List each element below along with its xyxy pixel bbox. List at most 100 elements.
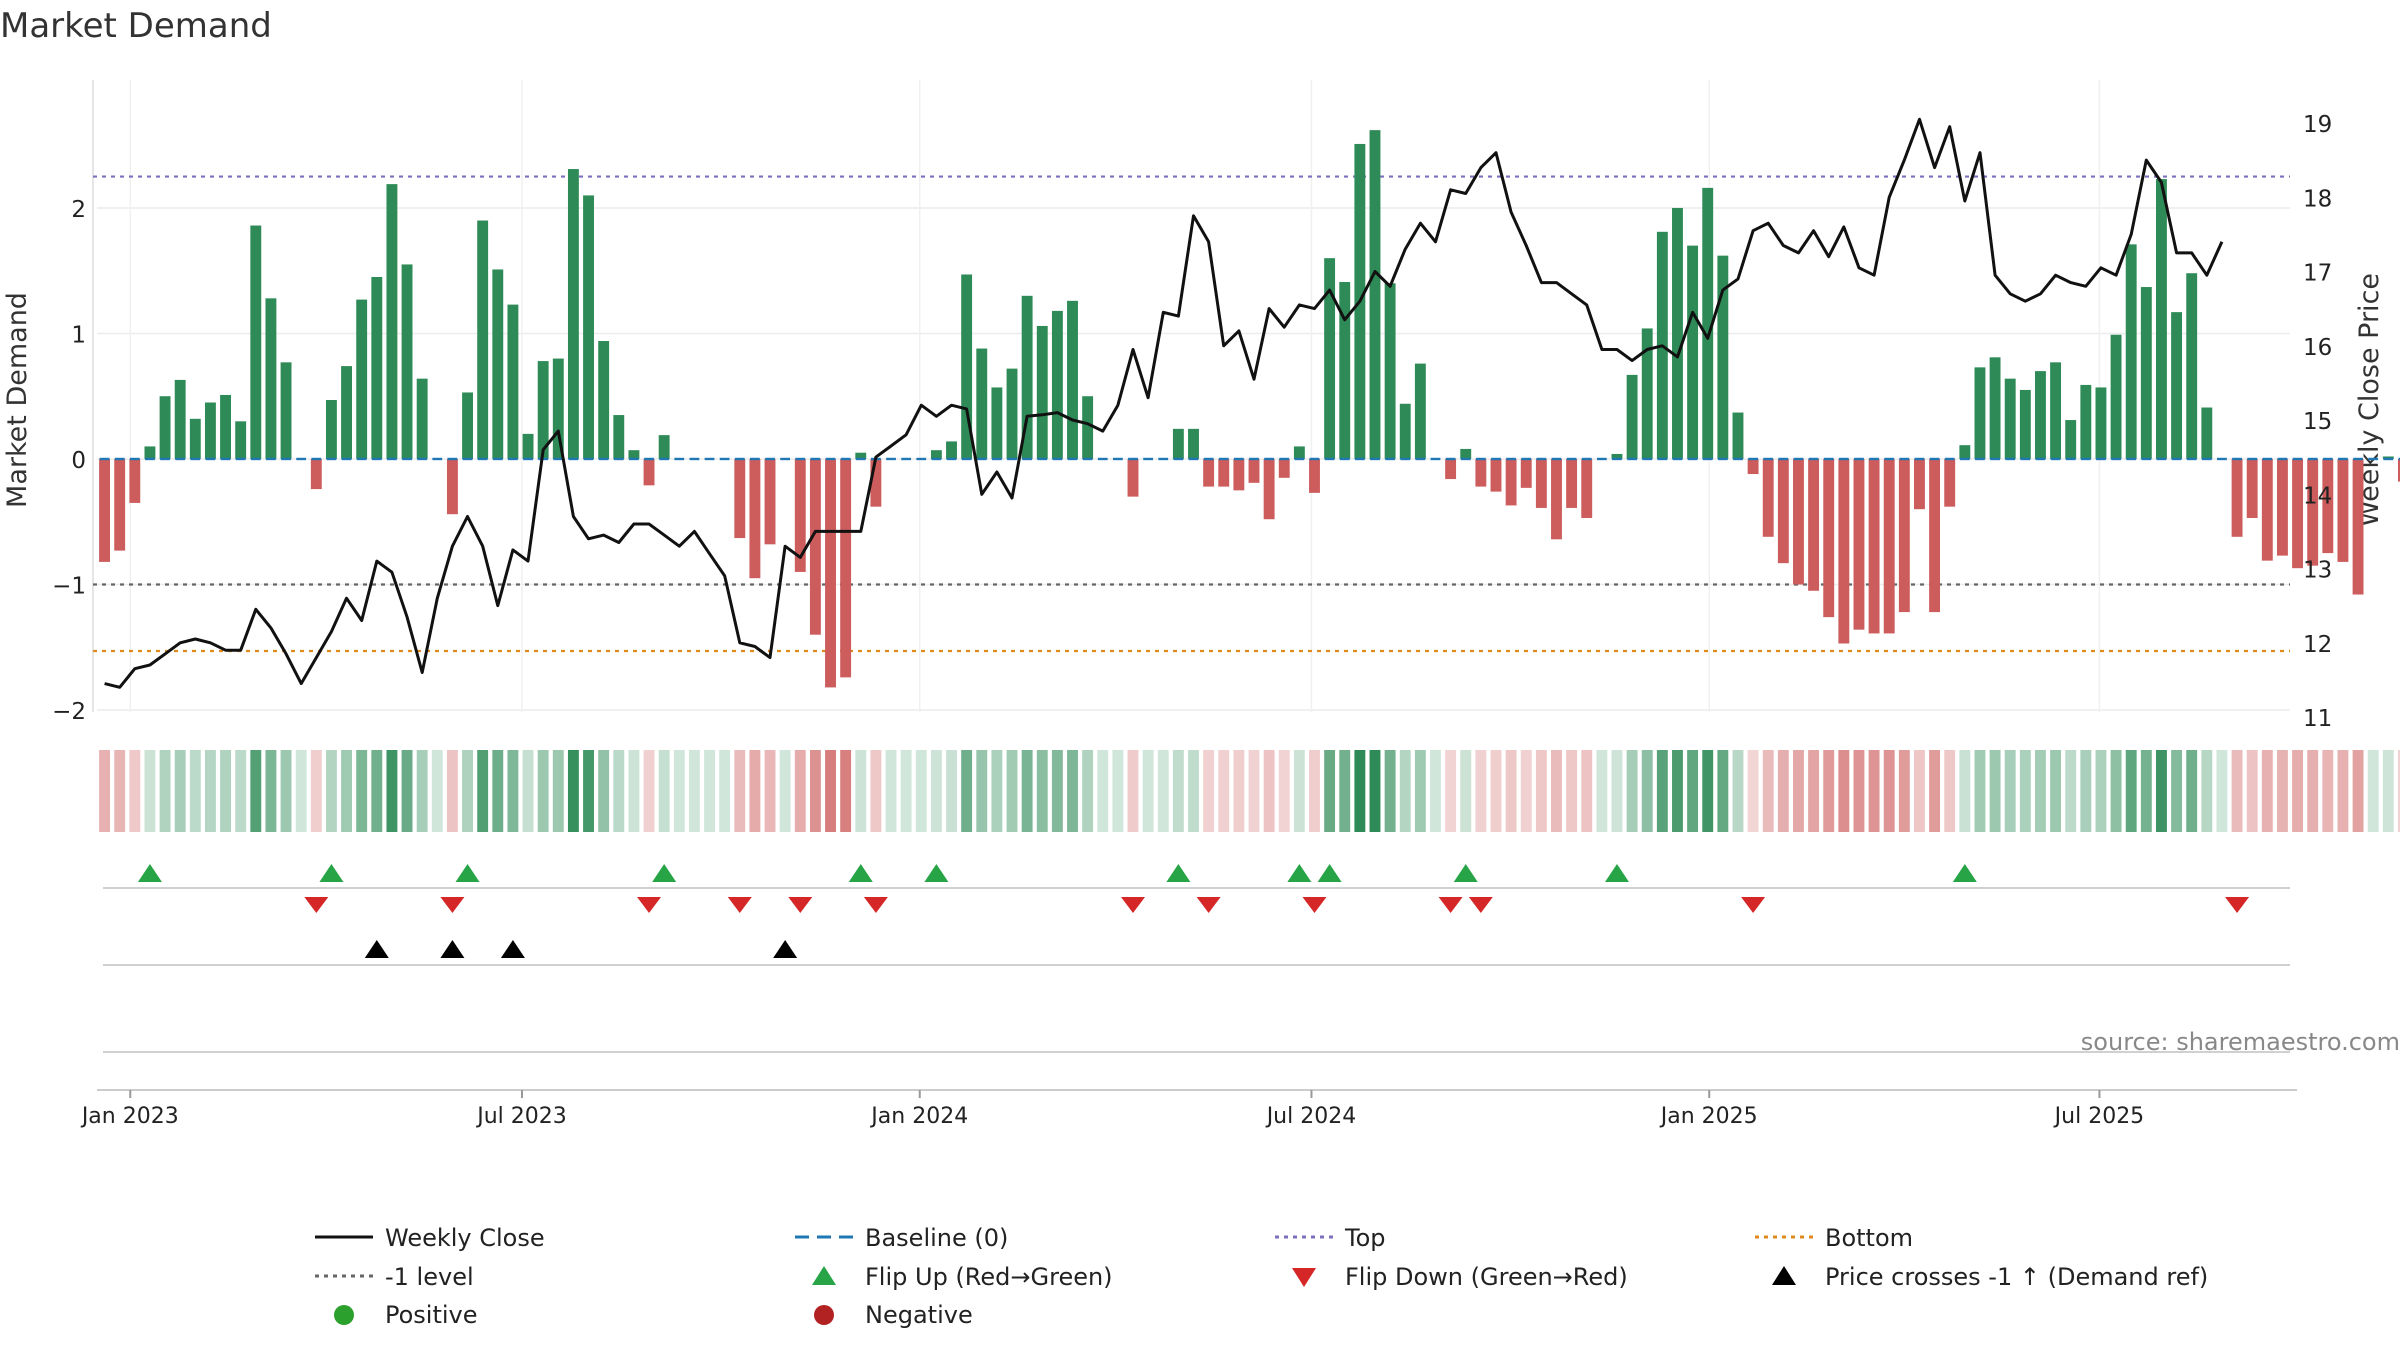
heat-cell — [1793, 750, 1804, 832]
flip-up-marker — [848, 864, 873, 882]
flip-down-marker — [1121, 897, 1146, 913]
bar-positive — [204, 402, 216, 459]
bar-negative — [1278, 458, 1290, 478]
heat-cell — [567, 750, 579, 832]
flip-up-marker — [1287, 864, 1312, 882]
bar-positive — [2095, 387, 2107, 459]
heat-cell — [1354, 750, 1366, 832]
heat-cell — [159, 750, 171, 832]
bar-positive — [552, 358, 564, 459]
bar-positive — [159, 396, 171, 459]
bar-negative — [2292, 458, 2304, 569]
bar-negative — [1762, 458, 1774, 537]
bar-positive — [1460, 448, 1472, 459]
heat-cell — [1188, 750, 1199, 832]
flip-down-marker — [1438, 897, 1463, 913]
flip-up-marker — [455, 864, 480, 882]
y-tick-label: −1 — [52, 573, 86, 599]
heat-cell — [1581, 750, 1593, 832]
x-tick-label: Jan 2023 — [80, 1104, 179, 1129]
flip-up-marker — [1604, 864, 1629, 882]
price-cross-marker — [773, 940, 798, 958]
legend-entry: Weekly Close — [315, 1224, 545, 1252]
bar-positive — [144, 446, 156, 459]
heat-cell — [144, 750, 156, 832]
heat-cell — [1626, 750, 1638, 832]
bar-negative — [1944, 458, 1956, 507]
heat-cell — [1414, 750, 1426, 832]
bar-positive — [2035, 371, 2046, 459]
heat-cell — [310, 750, 322, 832]
heat-cell — [1203, 750, 1215, 832]
bar-positive — [250, 225, 262, 459]
legend-symbol — [1292, 1268, 1316, 1287]
bar-negative — [1218, 458, 1230, 487]
heat-cell — [522, 750, 534, 832]
bar-negative — [2307, 458, 2319, 566]
bar-negative — [2231, 458, 2243, 537]
y2-tick-label: 11 — [2303, 706, 2332, 732]
bar-negative — [1777, 458, 1789, 564]
heat-cell — [189, 750, 201, 832]
heat-cell — [855, 750, 867, 832]
bar-positive — [1641, 328, 1653, 459]
heat-cell — [1868, 750, 1880, 832]
heat-cell — [976, 750, 988, 832]
heat-cell — [1112, 750, 1124, 832]
bar-positive — [174, 379, 186, 459]
legend-entry: Positive — [334, 1301, 478, 1329]
heat-cell — [1641, 750, 1653, 832]
bar-negative — [1853, 458, 1865, 630]
flip-down-marker — [1196, 897, 1221, 913]
heat-cell — [1747, 750, 1759, 832]
heat-cell — [2125, 750, 2137, 832]
bar-negative — [1551, 458, 1562, 540]
heat-cell — [2186, 750, 2198, 832]
heat-cell — [643, 750, 655, 832]
heat-cell — [446, 750, 458, 832]
bar-positive — [1626, 374, 1638, 459]
bar-negative — [794, 458, 806, 572]
bar-positive — [961, 274, 973, 459]
heat-cell — [2382, 750, 2394, 832]
bar-negative — [1929, 458, 1941, 613]
heat-cell — [1959, 750, 1971, 832]
bar-negative — [809, 458, 821, 635]
flip-up-marker — [1453, 864, 1478, 882]
heat-cell — [764, 750, 776, 832]
heat-cell — [2216, 750, 2228, 832]
heat-cell — [1883, 750, 1895, 832]
bar-positive — [1369, 130, 1381, 459]
flip-down-marker — [304, 897, 329, 913]
heat-cell — [1702, 750, 1714, 832]
heat-cell — [2095, 750, 2107, 832]
legend-label: Flip Down (Green→Red) — [1345, 1263, 1628, 1291]
bar-positive — [2201, 407, 2213, 459]
heat-cell — [1278, 750, 1290, 832]
bar-positive — [1414, 363, 1426, 459]
heat-cell — [1097, 750, 1109, 832]
y-tick-label: −2 — [52, 699, 86, 725]
heat-cell — [1717, 750, 1729, 832]
heat-cell — [1142, 750, 1154, 832]
bar-negative — [1868, 458, 1880, 634]
heat-cell — [1067, 750, 1078, 832]
heat-cell — [840, 750, 852, 832]
bar-positive — [220, 394, 231, 459]
heat-cell — [2156, 750, 2167, 832]
heat-cell — [658, 750, 670, 832]
heat-cell — [2322, 750, 2334, 832]
heat-cell — [204, 750, 216, 832]
price-cross-marker — [500, 940, 525, 958]
heat-cell — [2171, 750, 2183, 832]
heat-cell — [477, 750, 489, 832]
bar-positive — [2382, 456, 2394, 459]
heat-cell — [915, 750, 927, 832]
legend-label: Bottom — [1825, 1224, 1913, 1252]
heat-cell — [779, 750, 791, 832]
bar-positive — [1036, 325, 1048, 459]
weekly-close-line — [104, 117, 2224, 689]
heat-cell — [1672, 750, 1683, 832]
bar-negative — [1203, 458, 1215, 487]
bar-positive — [1021, 295, 1033, 459]
